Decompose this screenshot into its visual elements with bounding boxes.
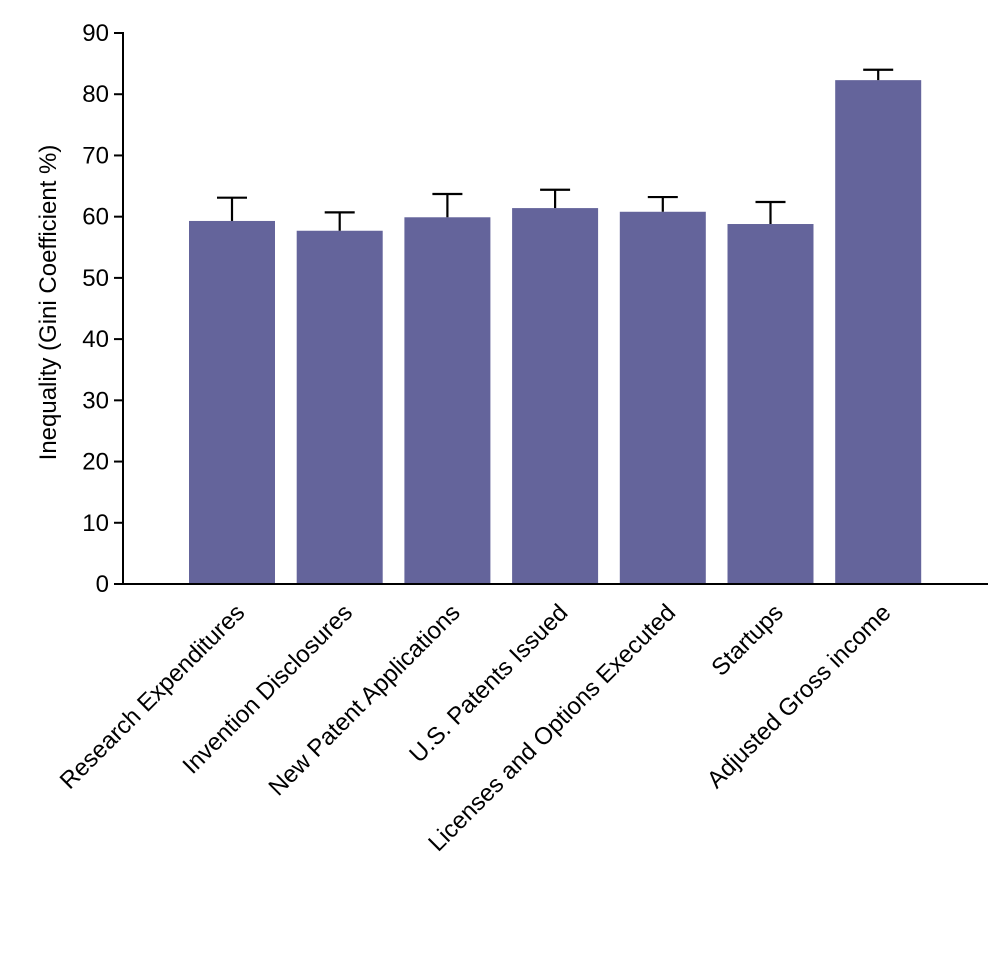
y-tick-label: 20	[82, 449, 109, 476]
bar	[727, 224, 814, 584]
bar	[512, 208, 599, 584]
bar	[296, 230, 383, 584]
bar	[189, 220, 275, 585]
bar	[619, 211, 706, 584]
bar	[404, 217, 491, 585]
y-tick-label: 30	[82, 387, 109, 414]
y-tick-label: 10	[82, 510, 109, 537]
x-tick-label: Startups	[706, 599, 788, 681]
y-tick-label: 90	[82, 20, 109, 47]
x-tick-label: New Patent Applications	[264, 599, 466, 801]
x-tick-label: Adjusted Gross income	[702, 599, 897, 794]
error-bars-group	[217, 68, 894, 231]
y-tick-label: 70	[82, 142, 109, 169]
bars-group	[189, 80, 922, 585]
y-ticks-group: 0 10 20 30 40 50 60 70 80 90	[82, 20, 123, 598]
y-axis-title: Inequality (Gini Coefficient %)	[35, 145, 62, 461]
y-tick-label: 0	[96, 571, 109, 598]
x-tick-label: Research Expenditures	[55, 599, 250, 794]
axes-group	[122, 32, 988, 585]
y-tick-label: 50	[82, 265, 109, 292]
bar	[835, 80, 922, 584]
y-tick-label: 60	[82, 204, 109, 231]
y-tick-label: 40	[82, 326, 109, 353]
y-tick-label: 80	[82, 81, 109, 108]
